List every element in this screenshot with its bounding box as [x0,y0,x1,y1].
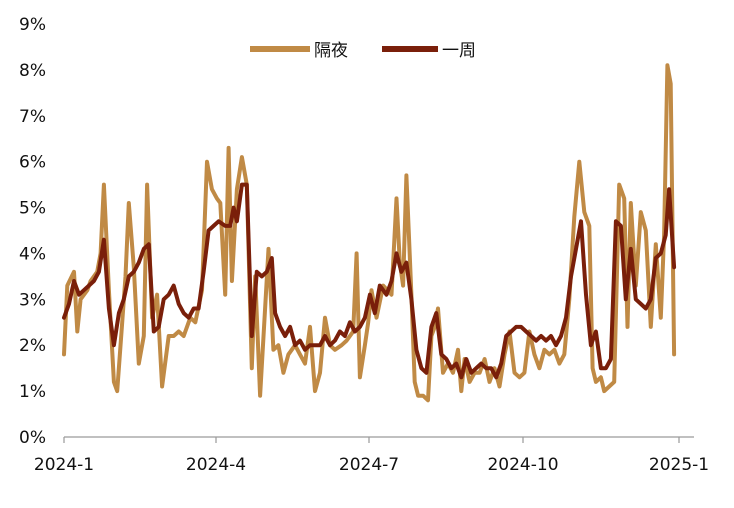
x-tick-label: 2024-1 [34,455,94,475]
series-layer [62,63,677,403]
legend-label-1: 隔夜 [314,41,348,61]
y-tick-label: 4% [19,244,46,264]
x-tick-label: 2024-10 [487,455,558,475]
legend-label-2: 一周 [442,41,476,61]
y-tick-label: 8% [19,61,46,81]
x-tick-label: 2024-4 [186,455,246,475]
x-tick-label: 2024-7 [339,455,399,475]
y-tick-label: 3% [19,290,46,310]
x-tick-label: 2025-1 [649,455,709,475]
y-tick-label: 9% [19,15,46,35]
y-axis: 0% 1% 2% 3% 4% 5% 6% 7% 8% 9% [19,15,46,448]
y-tick-label: 6% [19,153,46,173]
y-tick-label: 2% [19,336,46,356]
y-tick-label: 7% [19,107,46,127]
y-tick-label: 5% [19,199,46,219]
series-line-2 [62,182,677,380]
x-axis: 2024-1 2024-4 2024-7 2024-10 2025-1 [34,436,709,475]
legend: 隔夜 一周 [250,41,476,61]
y-tick-label: 0% [19,428,46,448]
y-tick-label: 1% [19,382,46,402]
